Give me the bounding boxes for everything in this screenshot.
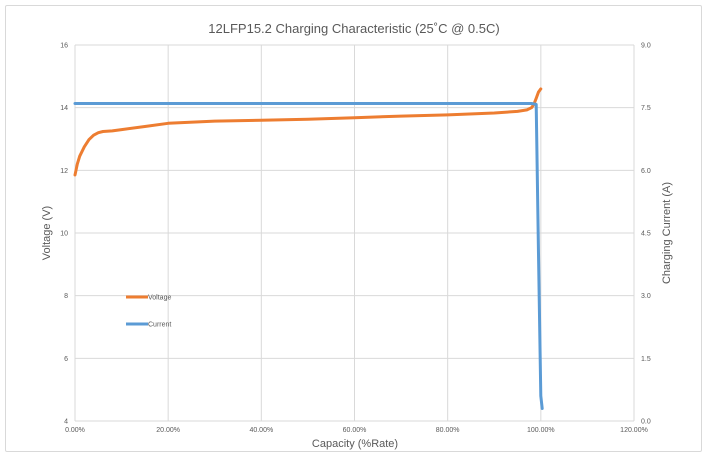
gridlines	[74, 44, 635, 422]
series-line-voltage	[73, 87, 543, 177]
x-tick-label: 120.00%	[620, 427, 648, 434]
y-tick-label: 4	[64, 419, 68, 426]
y-tick-label: 10	[60, 231, 68, 238]
y2-tick-label: 7.5	[641, 105, 651, 112]
y-axis-ticks: 4 6 8 10 12 14 16	[60, 43, 68, 426]
x-tick-label: 80.00%	[436, 427, 460, 434]
x-tick-label: 20.00%	[156, 427, 180, 434]
y2-tick-label: 4.5	[641, 231, 651, 238]
y-tick-label: 14	[60, 105, 68, 112]
y2-tick-label: 3.0	[641, 293, 651, 300]
y2-axis-title: Charging Current (A)	[661, 182, 673, 284]
y-tick-label: 6	[64, 356, 68, 363]
legend-label-current: Current	[148, 322, 171, 329]
y2-tick-label: 1.5	[641, 356, 651, 363]
x-tick-label: 0.00%	[65, 427, 85, 434]
x-tick-label: 60.00%	[343, 427, 367, 434]
y2-tick-label: 9.0	[641, 43, 651, 50]
y2-tick-label: 6.0	[641, 168, 651, 175]
chart-frame	[5, 5, 702, 452]
legend-label-voltage: Voltage	[148, 295, 171, 302]
x-tick-label: 100.00%	[527, 427, 555, 434]
y-axis-title: Voltage (V)	[41, 206, 53, 260]
x-axis-ticks: 0.00% 20.00% 40.00% 60.00% 80.00% 100.00% 120.…	[65, 427, 648, 434]
y-tick-label: 16	[60, 43, 68, 50]
y-tick-label: 12	[60, 168, 68, 175]
y2-tick-label: 0.0	[641, 419, 651, 426]
chart-title: 12LFP15.2 Charging Characteristic (25˚C …	[208, 21, 499, 36]
y2-axis-ticks: 0.0 1.5 3.0 4.5 6.0 7.5 9.0	[641, 43, 651, 426]
x-axis-title: Capacity (%Rate)	[312, 438, 398, 450]
legend: Voltage Current	[126, 295, 171, 329]
y-tick-label: 8	[64, 293, 68, 300]
series-line-current	[73, 102, 544, 410]
x-tick-label: 40.00%	[249, 427, 273, 434]
series-layer	[73, 87, 544, 410]
